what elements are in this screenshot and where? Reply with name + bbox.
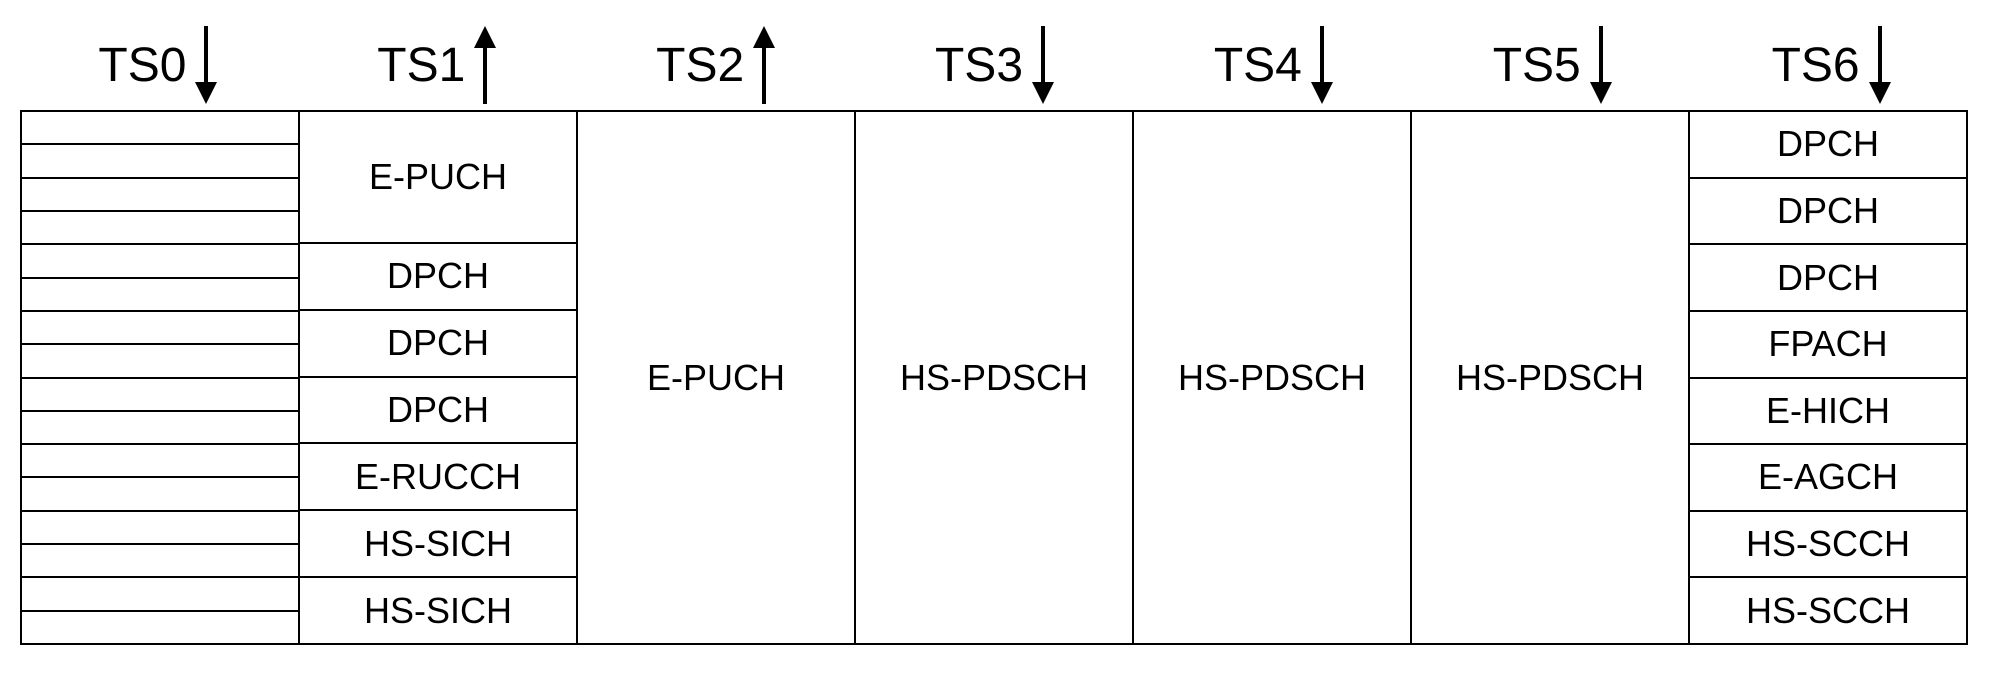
slot-ts0 — [20, 110, 300, 645]
cell: HS-PDSCH — [856, 112, 1132, 643]
stripe — [22, 145, 298, 178]
slots-row: E-PUCHDPCHDPCHDPCHE-RUCCHHS-SICHHS-SICHE… — [20, 110, 1972, 645]
stripe — [22, 179, 298, 212]
cell: DPCH — [300, 378, 576, 445]
stripe — [22, 578, 298, 611]
cell: DPCH — [300, 311, 576, 378]
header-label-ts3: TS3 — [935, 38, 1023, 93]
cell: DPCH — [1690, 179, 1966, 246]
slot-ts6: DPCHDPCHDPCHFPACHE-HICHE-AGCHHS-SCCHHS-S… — [1688, 110, 1968, 645]
cell: HS-SICH — [300, 511, 576, 578]
stripe — [22, 212, 298, 245]
stripe — [22, 512, 298, 545]
stripe — [22, 245, 298, 278]
stripe — [22, 379, 298, 412]
arrow-down-icon — [192, 26, 220, 104]
stripe — [22, 412, 298, 445]
cell: HS-SICH — [300, 578, 576, 643]
stripe — [22, 112, 298, 145]
cell: E-PUCH — [578, 112, 854, 643]
cell: FPACH — [1690, 312, 1966, 379]
stripe — [22, 312, 298, 345]
stripe — [22, 478, 298, 511]
stripe — [22, 545, 298, 578]
cell: E-RUCCH — [300, 444, 576, 511]
header-ts2: TS2 — [578, 26, 857, 104]
header-ts3: TS3 — [857, 26, 1136, 104]
header-ts5: TS5 — [1414, 26, 1693, 104]
slot-ts2: E-PUCH — [576, 110, 856, 645]
cell: HS-SCCH — [1690, 578, 1966, 643]
header-ts4: TS4 — [1135, 26, 1414, 104]
header-ts6: TS6 — [1693, 26, 1972, 104]
cell: DPCH — [1690, 245, 1966, 312]
stripe — [22, 612, 298, 643]
arrow-down-icon — [1866, 26, 1894, 104]
slot-ts5: HS-PDSCH — [1410, 110, 1690, 645]
arrow-up-icon — [471, 26, 499, 104]
header-label-ts5: TS5 — [1493, 38, 1581, 93]
cell: HS-SCCH — [1690, 512, 1966, 579]
header-ts0: TS0 — [20, 26, 299, 104]
cell: HS-PDSCH — [1412, 112, 1688, 643]
arrow-down-icon — [1308, 26, 1336, 104]
arrow-up-icon — [750, 26, 778, 104]
slot-ts4: HS-PDSCH — [1132, 110, 1412, 645]
timeslot-diagram: TS0TS1TS2TS3TS4TS5TS6 E-PUCHDPCHDPCHDPCH… — [20, 20, 1972, 655]
header-label-ts1: TS1 — [377, 38, 465, 93]
header-row: TS0 TS1 TS2 TS3 TS4 TS5 TS6 — [20, 20, 1972, 110]
stripe — [22, 445, 298, 478]
cell: E-HICH — [1690, 379, 1966, 446]
cell: HS-PDSCH — [1134, 112, 1410, 643]
cell: DPCH — [300, 244, 576, 311]
header-label-ts6: TS6 — [1772, 38, 1860, 93]
stripe — [22, 345, 298, 378]
arrow-down-icon — [1029, 26, 1057, 104]
header-label-ts4: TS4 — [1214, 38, 1302, 93]
slot-ts1: E-PUCHDPCHDPCHDPCHE-RUCCHHS-SICHHS-SICH — [298, 110, 578, 645]
cell: E-PUCH — [300, 112, 576, 244]
cell: E-AGCH — [1690, 445, 1966, 512]
cell: DPCH — [1690, 112, 1966, 179]
arrow-down-icon — [1587, 26, 1615, 104]
header-ts1: TS1 — [299, 26, 578, 104]
stripe — [22, 279, 298, 312]
header-label-ts2: TS2 — [656, 38, 744, 93]
slot-ts3: HS-PDSCH — [854, 110, 1134, 645]
header-label-ts0: TS0 — [98, 38, 186, 93]
